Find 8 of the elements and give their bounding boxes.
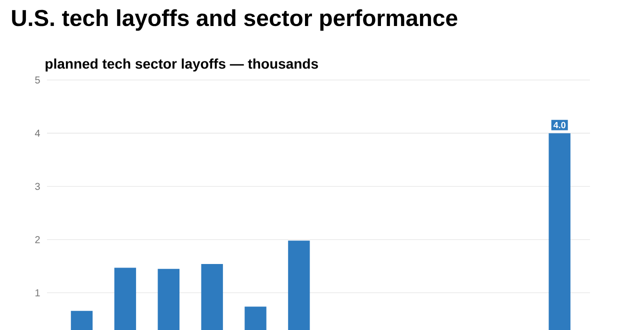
y-tick-label: 1 <box>35 289 40 296</box>
y-tick-label: 3 <box>35 182 40 190</box>
data-label: 4.0 <box>553 122 566 128</box>
y-tick-label: 4 <box>34 130 40 137</box>
y-tick-label: 5 <box>35 76 40 84</box>
chart-subtitle: planned tech sector layoffs — thousands <box>46 58 318 72</box>
y-tick-label: 2 <box>35 236 40 244</box>
chart-title: U.S. tech layoffs and sector performance <box>12 9 458 31</box>
